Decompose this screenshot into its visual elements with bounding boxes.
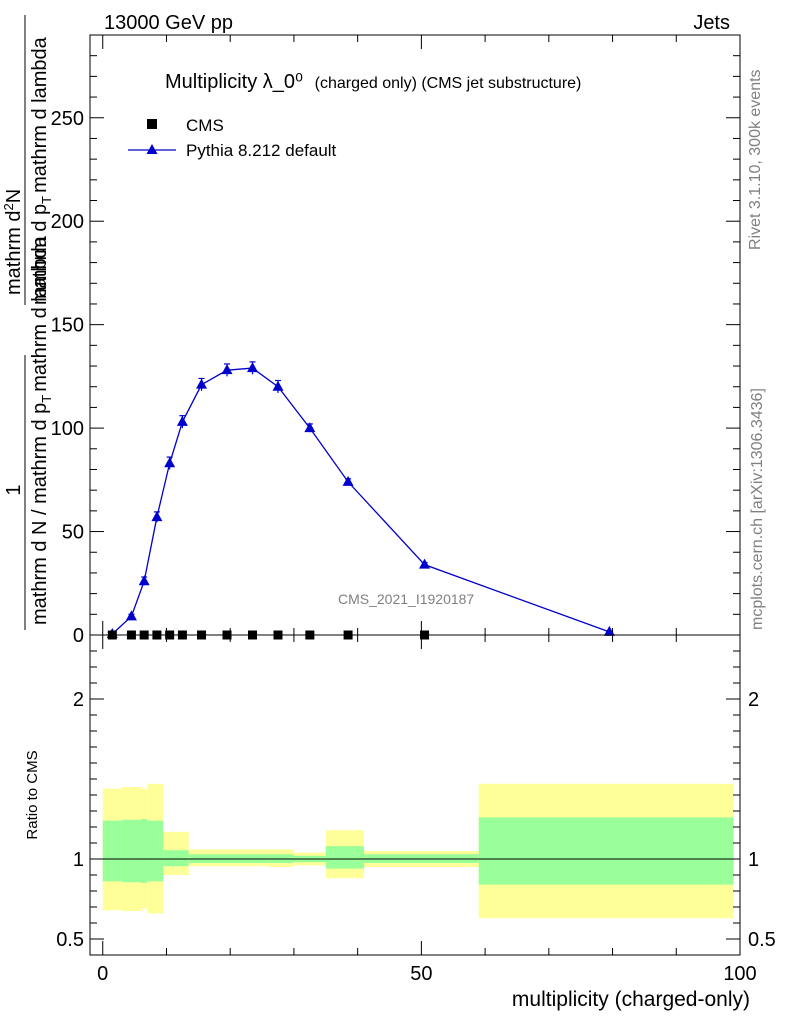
pythia-point [304,422,316,433]
ratio-bands-layer [102,783,734,919]
main-y-tick-label: 250 [51,108,84,130]
main-y-axis-label: 1 mathrm d N / mathrm d pTmathrm d lambd… [1,15,54,630]
legend-label-cms: CMS [186,116,224,135]
ratio-y-tick-label: 1 [73,849,84,871]
pythia-point [247,362,258,373]
ratio-y-tick-label-right: 0.5 [748,929,776,951]
ylabel-right-denominator: mathrm d pTmathrm d lambda [29,36,54,305]
pythia-point [419,558,431,569]
ratio-inner-band [163,850,189,867]
pythia-point [151,511,163,522]
main-y-tick-label: 200 [51,211,84,233]
ylabel-left-numerator: 1 [3,484,25,495]
ratio-plot-panel: 0.5 0.5 1 1 2 2 0 50 100 [56,634,776,985]
ratio-inner-band [478,817,734,885]
ratio-y-axis: 0.5 0.5 1 1 2 2 [56,650,776,951]
pythia-point [221,364,233,375]
x-tick-label: 50 [410,963,432,985]
pythia-point [125,610,137,621]
main-y-axis: 0 50 100 150 200 250 [51,34,740,647]
main-title-text: Multiplicity λ_0⁰ [165,71,303,93]
side-label-bottom: mcplots.cern.ch [arXiv:1306.3436] [749,388,766,630]
main-y-tick-label: 0 [73,625,84,647]
x-tick-label: 100 [723,963,756,985]
main-y-tick-label: 50 [62,522,84,544]
pythia-line [111,367,610,635]
pythia-point [138,575,150,586]
ratio-inner-band [121,819,141,883]
ratio-y-tick-label: 2 [73,689,84,711]
legend-marker-cms [147,119,157,129]
ratio-inner-band [325,846,365,869]
ylabel-right-numerator: mathrm d2N [1,189,25,295]
pythia-point [176,415,188,426]
legend: CMS Pythia 8.212 default [128,116,337,160]
x-tick-label: 0 [97,963,108,985]
main-title-suffix: (charged only) (CMS jet substructure) [315,75,582,92]
ratio-x-axis: 0 50 100 [97,635,757,985]
ratio-inner-band [147,820,164,882]
x-axis-label: multiplicity (charged-only) [512,988,750,1011]
legend-marker-pythia [146,144,158,154]
main-x-minor-ticks [102,35,741,635]
ratio-y-tick-label-right: 2 [748,689,759,711]
main-y-tick-label: 150 [51,315,84,337]
ratio-inner-band [140,819,148,883]
main-title: Multiplicity λ_0⁰ (charged only) (CMS je… [165,71,581,93]
ratio-y-axis-label: Ratio to CMS [24,750,41,839]
pythia-point [196,378,208,389]
legend-label-pythia: Pythia 8.212 default [186,141,337,160]
watermark: CMS_2021_I1920187 [338,591,474,607]
header-left-label: 13000 GeV pp [104,12,233,34]
pythia-point [342,475,354,486]
main-plot-panel: 0 50 100 150 200 250 Multiplicity λ_0⁰ (charg… [51,34,741,647]
pythia-point [603,625,615,636]
ylabel-left-denominator: mathrm d N / mathrm d pTmathrm d lambda [29,235,54,625]
ratio-y-tick-label: 0.5 [56,929,84,951]
side-label-top: Rivet 3.1.10, 300k events [747,69,764,250]
pythia-point [164,457,176,468]
ratio-y-tick-label-right: 1 [748,849,759,871]
pythia-point [272,380,284,391]
main-y-tick-label: 100 [51,418,84,440]
header-right-label: Jets [693,12,730,34]
ratio-inner-band [102,820,122,882]
